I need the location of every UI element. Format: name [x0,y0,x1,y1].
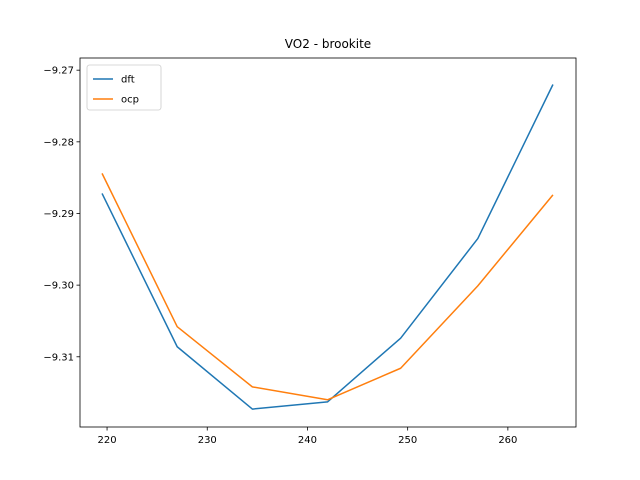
y-tick-label: −9.29 [43,209,74,220]
x-tick-label: 230 [198,435,217,446]
y-axis-ticks: −9.27 −9.28 −9.29 −9.30 −9.31 [43,66,80,363]
x-tick-label: 220 [98,435,117,446]
chart-title: VO2 - brookite [285,37,371,51]
y-tick-label: −9.27 [43,66,74,77]
axes-frame [79,57,577,428]
series-lines [101,84,554,410]
y-tick-label: −9.30 [43,281,74,292]
series-line-ocp [101,173,554,401]
x-tick-label: 240 [298,435,317,446]
x-axis-ticks: 220 230 240 250 260 [98,427,517,446]
y-tick-label: −9.28 [43,137,74,148]
x-tick-label: 260 [498,435,517,446]
y-tick-label: −9.31 [43,352,74,363]
series-line-dft [101,84,554,410]
x-tick-label: 250 [398,435,417,446]
legend-label-dft: dft [121,75,135,86]
legend-label-ocp: ocp [121,95,139,106]
legend: dft ocp [86,64,162,111]
